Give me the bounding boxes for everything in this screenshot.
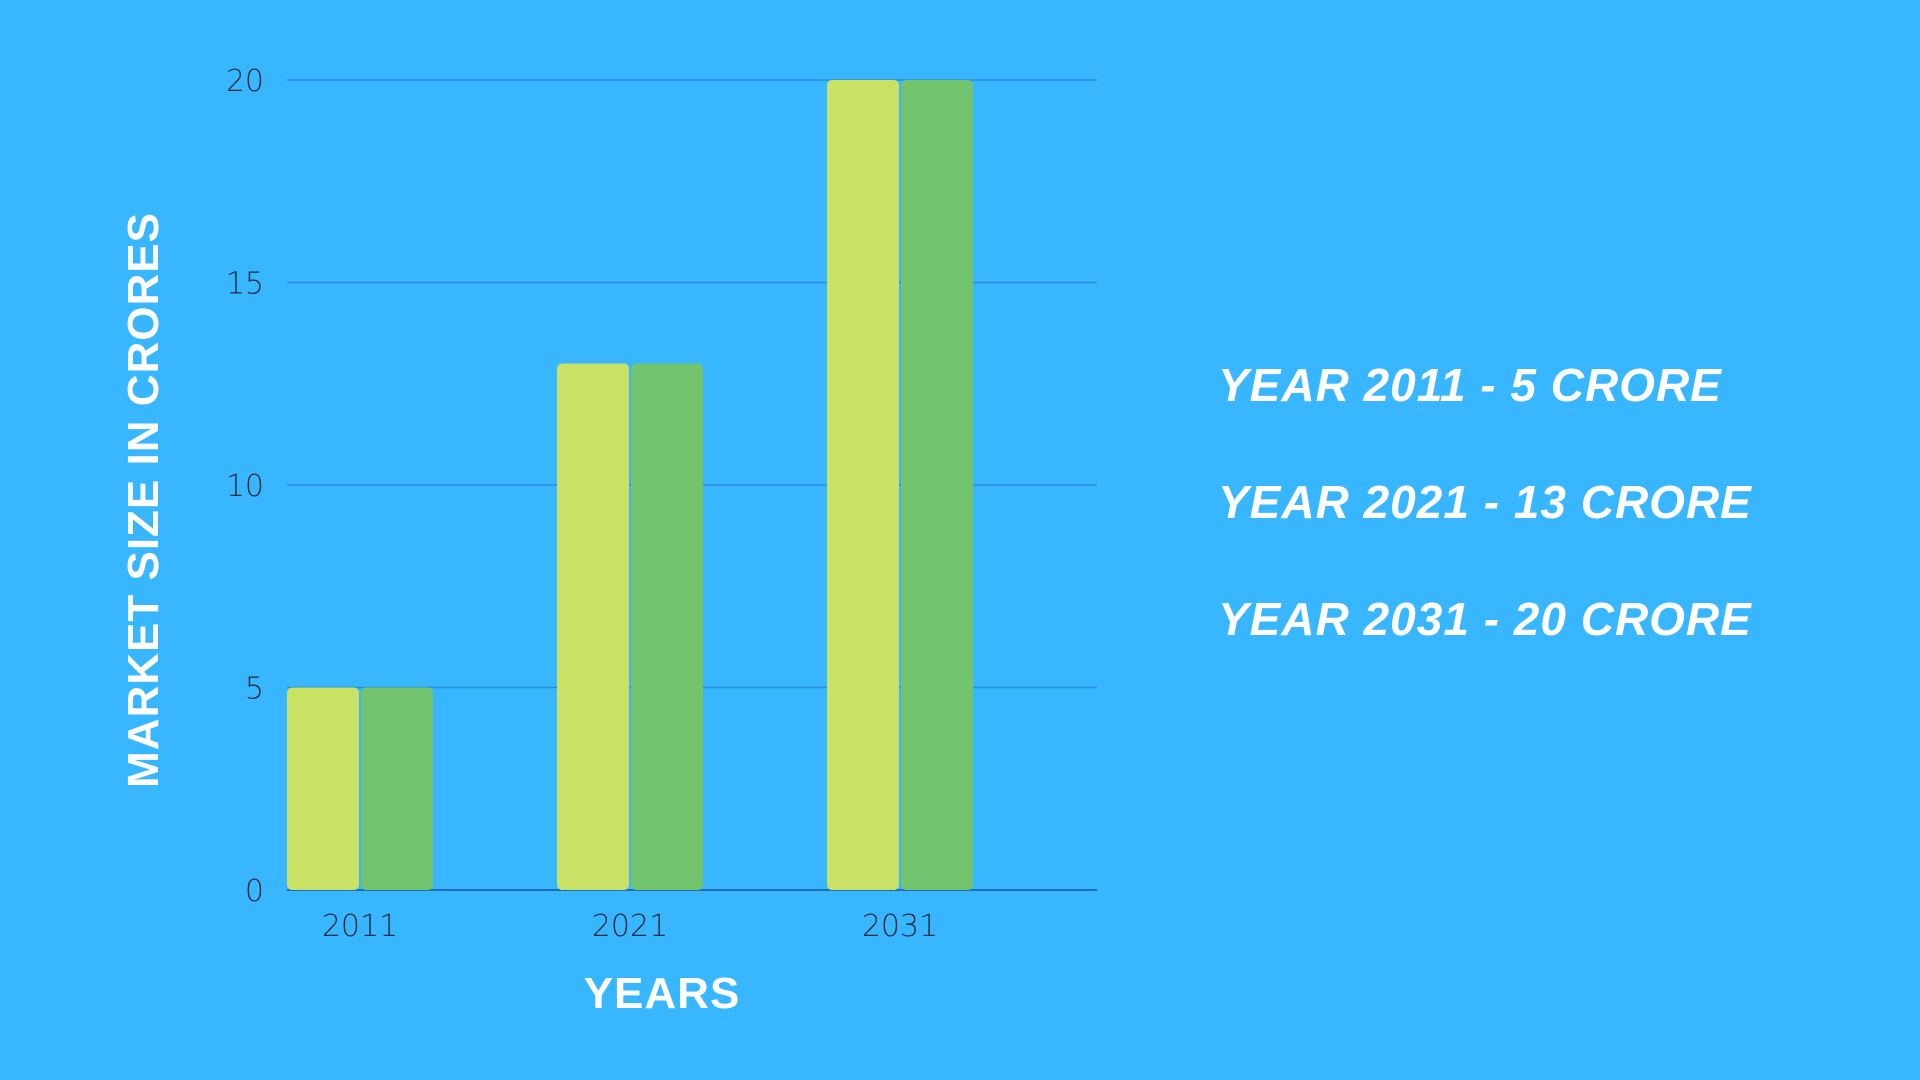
y-axis-title: MARKET SIZE IN CRORES	[119, 212, 168, 788]
bar-2021-series-1	[557, 363, 629, 890]
bars	[287, 80, 973, 890]
annotation-2011: YEAR 2011 - 5 CRORE	[1218, 359, 1722, 411]
bar-2021-series-2	[631, 363, 703, 890]
bar-2011-series-1	[287, 687, 359, 890]
y-tick-label-15: 15	[226, 267, 264, 302]
x-tick-label-2021: 2021	[592, 909, 668, 944]
y-tick-label-5: 5	[245, 672, 264, 707]
x-axis-ticks: 2011 2021 2031	[322, 909, 938, 944]
y-tick-label-20: 20	[226, 64, 264, 99]
y-tick-label-10: 10	[226, 469, 264, 504]
bar-2031-series-2	[901, 80, 973, 890]
annotation-2021: YEAR 2021 - 13 CRORE	[1218, 476, 1752, 528]
bar-2011-series-2	[361, 687, 433, 890]
x-axis-title: YEARS	[584, 969, 741, 1018]
annotation-list: YEAR 2011 - 5 CRORE YEAR 2021 - 13 CRORE…	[1218, 355, 1752, 706]
annotation-2031: YEAR 2031 - 20 CRORE	[1218, 593, 1752, 645]
x-tick-label-2031: 2031	[862, 909, 938, 944]
x-tick-label-2011: 2011	[322, 909, 398, 944]
y-axis-ticks: 0 5 10 15 20	[226, 64, 264, 909]
bar-2031-series-1	[827, 80, 899, 890]
y-tick-label-0: 0	[245, 874, 264, 909]
